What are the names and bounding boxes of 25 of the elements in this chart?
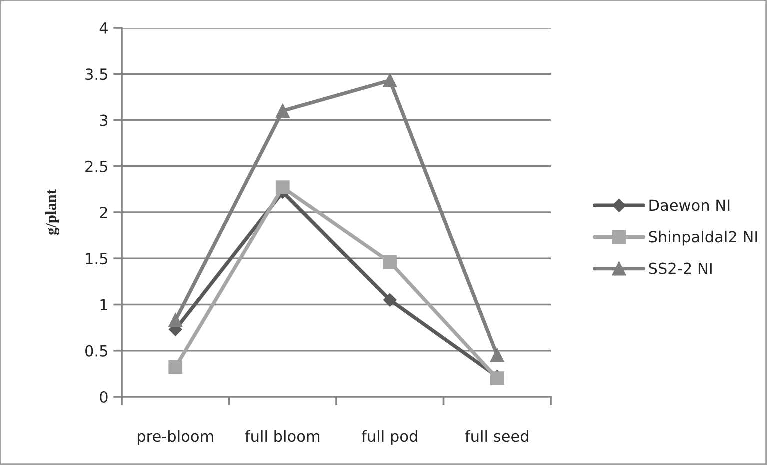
y-tick-label: 2.5 (86, 160, 108, 172)
y-tick-label: 1.5 (86, 253, 108, 265)
x-tick-label: full bloom (245, 430, 320, 442)
x-tick-label: full seed (465, 430, 528, 442)
x-tick-label: full pod (362, 430, 418, 446)
x-tick-label: pre-bloom (138, 430, 214, 446)
legend-label: SS2-2 NI (649, 262, 712, 274)
y-tick-label: 1 (100, 299, 108, 311)
point (276, 180, 290, 195)
legend-label: Daewon NI (650, 200, 730, 212)
y-axis-title: g/plant (46, 190, 60, 236)
point (168, 313, 183, 328)
y-tick-label: 0.5 (86, 345, 108, 357)
point (384, 294, 397, 307)
point (383, 255, 398, 270)
point (168, 360, 183, 374)
point (383, 74, 398, 88)
y-tick-label: 0 (100, 391, 108, 404)
y-tick-label: 3 (100, 114, 108, 126)
point (490, 348, 504, 362)
y-tick-label: 4 (100, 22, 108, 34)
legend-label: Shinpaldal2 NI (649, 230, 758, 246)
y-tick-label: 2 (100, 206, 108, 218)
point (276, 104, 290, 118)
y-tick-label: 3.5 (86, 68, 108, 80)
